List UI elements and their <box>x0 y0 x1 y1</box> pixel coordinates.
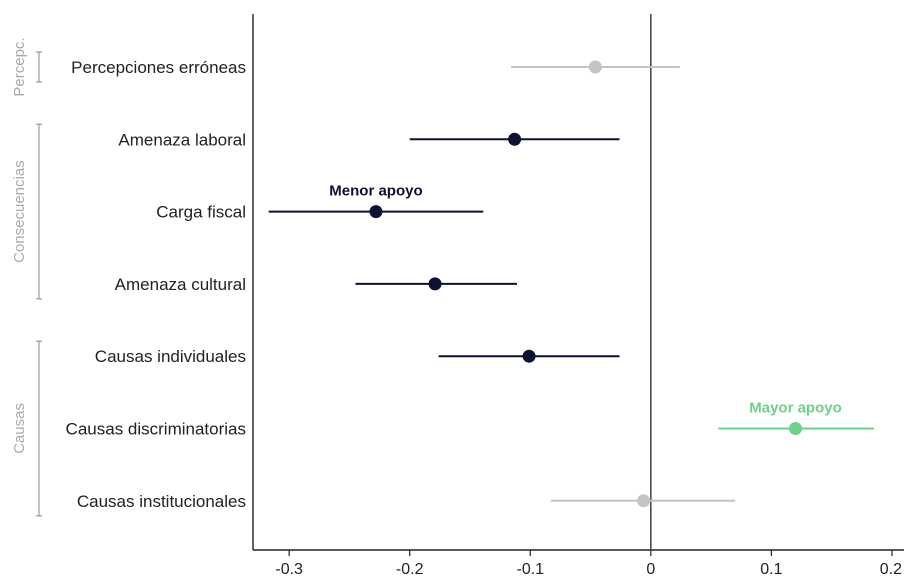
axes <box>252 14 904 551</box>
group-label: Percepc. <box>11 37 28 96</box>
annotation-label: Mayor apoyo <box>749 400 842 417</box>
x-tick-label: 0.1 <box>760 561 782 578</box>
annotations: Menor apoyo Mayor apoyo <box>329 183 841 417</box>
x-tick-label: -0.2 <box>396 561 424 578</box>
point-estimate <box>508 132 522 146</box>
point-estimate <box>369 205 383 219</box>
group-brackets: Percepc. Consecuencias Causas <box>11 37 42 517</box>
x-tick-label: 0 <box>646 561 655 578</box>
category-label: Amenaza cultural <box>115 275 246 294</box>
category-labels: Percepciones erróneas Amenaza laboral Carg… <box>66 58 246 511</box>
point-estimate <box>637 494 651 508</box>
data-marks <box>268 60 874 508</box>
x-tick-label: -0.1 <box>516 561 544 578</box>
category-label: Causas institucionales <box>77 492 246 511</box>
category-label: Amenaza laboral <box>118 130 246 149</box>
category-label: Causas individuales <box>95 347 246 366</box>
annotation-label: Menor apoyo <box>329 183 422 200</box>
x-tick-label: 0.2 <box>880 561 902 578</box>
point-estimate <box>428 277 442 291</box>
point-estimate <box>588 60 602 74</box>
category-label: Carga fiscal <box>156 203 246 222</box>
category-label: Causas discriminatorias <box>66 420 246 439</box>
point-estimate <box>522 349 536 363</box>
group-label: Consecuencias <box>11 160 28 263</box>
group-label: Causas <box>11 403 28 454</box>
x-tick-label: -0.3 <box>275 561 303 578</box>
x-ticks: -0.3 -0.2 -0.1 0 0.1 0.2 <box>275 550 902 578</box>
category-label: Percepciones erróneas <box>71 58 246 77</box>
point-estimate <box>789 422 802 435</box>
